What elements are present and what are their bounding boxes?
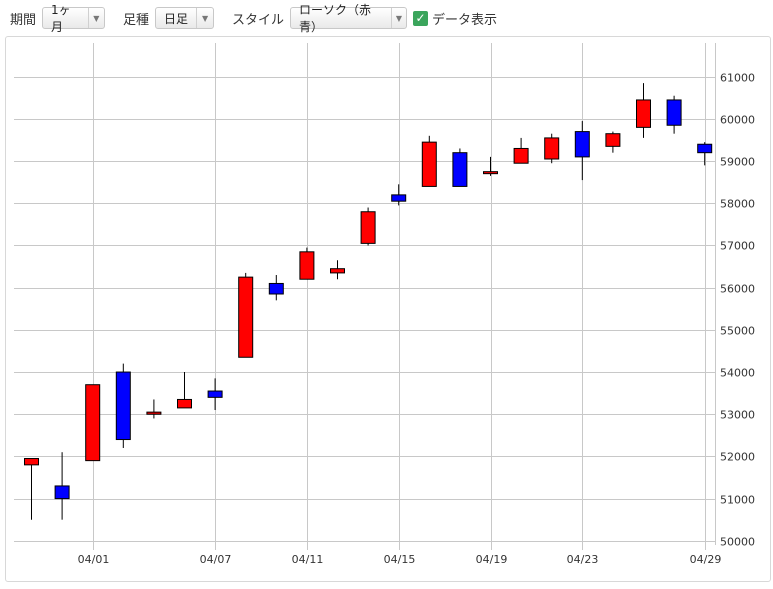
candle[interactable]	[54, 452, 70, 520]
y-tick-label: 55000	[720, 325, 755, 338]
candle-body-down	[115, 371, 131, 441]
candle-body-up	[636, 99, 651, 128]
y-tick-label: 59000	[720, 156, 755, 169]
data-display-checkbox[interactable]: ✓	[413, 10, 429, 26]
asi-select-value: 日足	[164, 11, 189, 26]
y-tick-label: 60000	[720, 114, 755, 127]
chevron-down-icon: ▼	[390, 8, 406, 28]
candle[interactable]	[666, 95, 682, 134]
candle-body-down	[207, 390, 223, 398]
check-icon: ✓	[415, 11, 426, 25]
candle[interactable]	[605, 131, 621, 153]
asi-select[interactable]: 日足 ▼	[155, 7, 215, 29]
candle[interactable]	[24, 458, 39, 520]
period-select[interactable]: 1ヶ月 ▼	[42, 3, 106, 34]
period-label: 期間	[10, 12, 37, 28]
candle-body-up	[544, 137, 560, 160]
candle[interactable]	[697, 142, 713, 166]
data-display-label: データ表示	[432, 12, 498, 28]
candle-body-down	[574, 131, 590, 158]
y-tick-label: 53000	[720, 409, 755, 422]
y-tick-label: 56000	[720, 283, 755, 296]
style-select[interactable]: ローソク（赤青） ▼	[290, 3, 408, 34]
candle[interactable]	[544, 133, 560, 164]
candle-body-up	[85, 384, 101, 462]
candle[interactable]	[85, 384, 101, 462]
x-tick-label: 04/01	[78, 553, 110, 566]
candle-body-up	[146, 411, 162, 415]
candle[interactable]	[299, 247, 315, 280]
candle-body-up	[421, 141, 437, 187]
x-tick-label: 04/15	[384, 553, 416, 566]
candle-body-down	[268, 282, 284, 295]
candle[interactable]	[268, 275, 284, 301]
candle-body-up	[360, 211, 376, 244]
candle[interactable]	[513, 137, 529, 164]
candle-body-up	[513, 147, 529, 164]
y-tick-label: 51000	[720, 494, 755, 507]
candle[interactable]	[636, 83, 651, 138]
style-select-value: ローソク（赤青）	[299, 3, 372, 34]
candle-body-up	[605, 133, 621, 147]
candle-body-down	[452, 152, 468, 187]
y-tick-label: 50000	[720, 536, 755, 549]
candle-body-up	[24, 458, 39, 466]
chevron-down-icon: ▼	[87, 8, 104, 28]
x-tick-label: 04/19	[476, 553, 508, 566]
candle[interactable]	[238, 272, 254, 358]
candle[interactable]	[177, 372, 192, 409]
candle[interactable]	[452, 148, 468, 187]
candle-body-down	[697, 143, 713, 154]
y-tick-label: 61000	[720, 72, 755, 85]
candle-body-down	[391, 194, 407, 202]
x-tick-label: 04/29	[690, 553, 722, 566]
candle-body-down	[666, 99, 682, 126]
candle[interactable]	[574, 121, 590, 181]
candle-body-up	[177, 398, 192, 409]
candlestick-chart[interactable]: 50000 51000 52000 53000 54000 55000 56000 57000…	[6, 37, 770, 581]
style-label: スタイル	[232, 12, 285, 28]
candle-body-up	[238, 276, 254, 358]
candle-body-up	[330, 268, 345, 274]
period-select-value: 1ヶ月	[51, 3, 71, 34]
candle[interactable]	[391, 184, 407, 206]
y-tick-label: 57000	[720, 240, 755, 253]
candle[interactable]	[421, 135, 437, 187]
candle[interactable]	[483, 156, 498, 176]
y-tick-label: 52000	[720, 451, 755, 464]
candle-body-down	[54, 485, 70, 500]
candle[interactable]	[330, 260, 345, 280]
chart-toolbar: 期間 1ヶ月 ▼ 足種 日足 ▼ スタイル ローソク（赤青） ▼ ✓ データ表示	[0, 0, 773, 36]
y-tick-label: 58000	[720, 198, 755, 211]
x-tick-label: 04/23	[567, 553, 599, 566]
candle-body-up	[299, 251, 315, 280]
x-tick-label: 04/07	[200, 553, 232, 566]
candle-body-up	[483, 171, 498, 175]
chevron-down-icon: ▼	[196, 8, 213, 28]
candle[interactable]	[360, 207, 376, 246]
x-tick-label: 04/11	[292, 553, 324, 566]
candle[interactable]	[146, 399, 162, 419]
candle[interactable]	[207, 378, 223, 411]
y-tick-label: 54000	[720, 367, 755, 380]
chart-frame: 50000 51000 52000 53000 54000 55000 56000 57000…	[5, 36, 771, 582]
asi-label: 足種	[123, 12, 150, 28]
candle[interactable]	[115, 363, 131, 448]
